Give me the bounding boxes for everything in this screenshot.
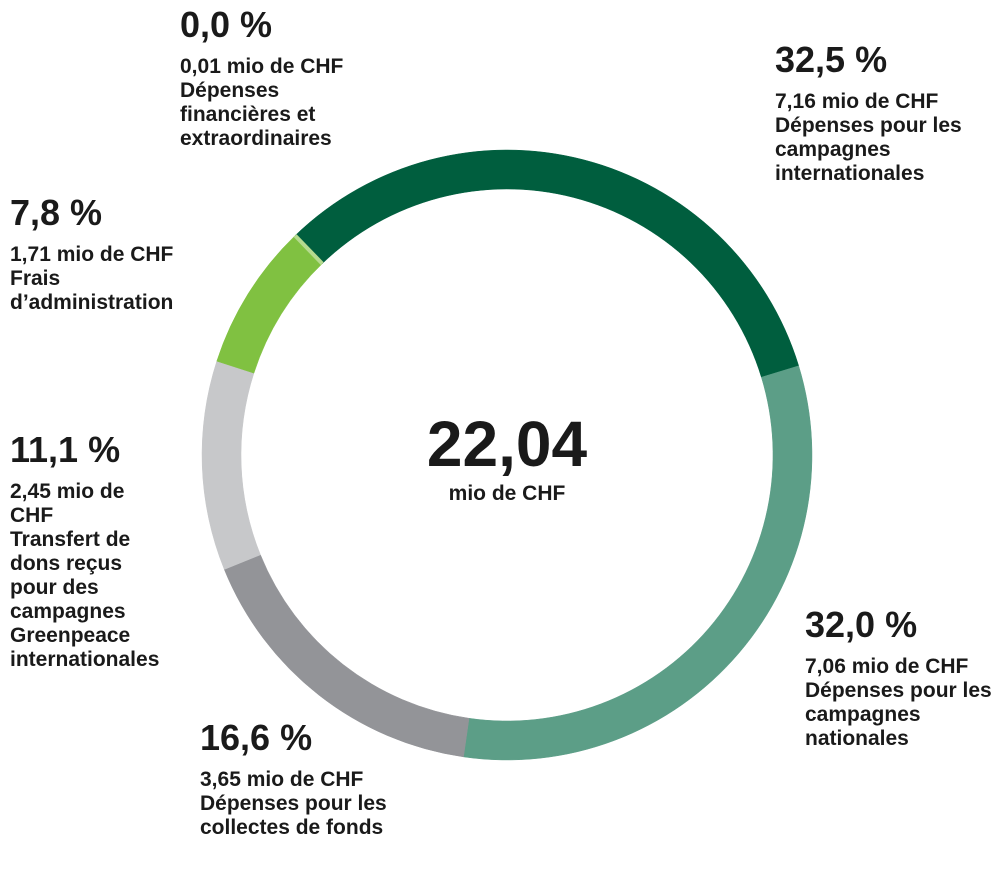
amount-label: 0,01 mio de CHF: [180, 55, 344, 78]
segment-label: 32,0 % 7,06 mio de CHF Dépenses pour les c…: [805, 605, 1001, 751]
category-label: Dépenses pour les collectes de fonds: [200, 792, 387, 839]
donut-segment: [216, 235, 323, 374]
amount-label: 1,71 mio de CHF: [10, 243, 174, 266]
segment-label: 32,5 % 7,16 mio de CHF Dépenses pour les c…: [775, 40, 1001, 186]
percent-label: 0,0 %: [180, 4, 273, 45]
donut-segment: [463, 365, 813, 761]
amount-label: 7,06 mio de CHF: [805, 655, 969, 678]
category-label: Frais d’administration: [10, 267, 174, 314]
segment-label: 7,8 % 1,71 mio de CHF Frais d’administrati…: [10, 193, 210, 315]
donut-segment: [294, 149, 799, 378]
segment-label: 0,0 % 0,01 mio de CHF Dépenses financières…: [180, 5, 390, 151]
segment-label: 11,1 % 2,45 mio de CHF Transfert de dons r…: [10, 430, 170, 672]
category-label: Dépenses pour les campagnes internationa…: [775, 114, 962, 185]
segment-label: 16,6 % 3,65 mio de CHF Dépenses pour les c…: [200, 718, 410, 840]
category-label: Dépenses financières et extraordinaires: [180, 79, 332, 150]
amount-label: 7,16 mio de CHF: [775, 90, 939, 113]
amount-label: 3,65 mio de CHF: [200, 768, 364, 791]
percent-label: 7,8 %: [10, 192, 103, 233]
donut-segment: [201, 360, 261, 570]
amount-label: 2,45 mio de CHF: [10, 480, 125, 527]
category-label: Transfert de dons reçus pour des campagn…: [10, 528, 160, 671]
percent-label: 32,0 %: [805, 604, 918, 645]
percent-label: 32,5 %: [775, 39, 888, 80]
category-label: Dépenses pour les campagnes nationales: [805, 679, 992, 750]
percent-label: 11,1 %: [10, 429, 121, 470]
center-value: 22,04: [426, 408, 588, 480]
percent-label: 16,6 %: [200, 717, 313, 758]
center-unit: mio de CHF: [448, 482, 566, 505]
